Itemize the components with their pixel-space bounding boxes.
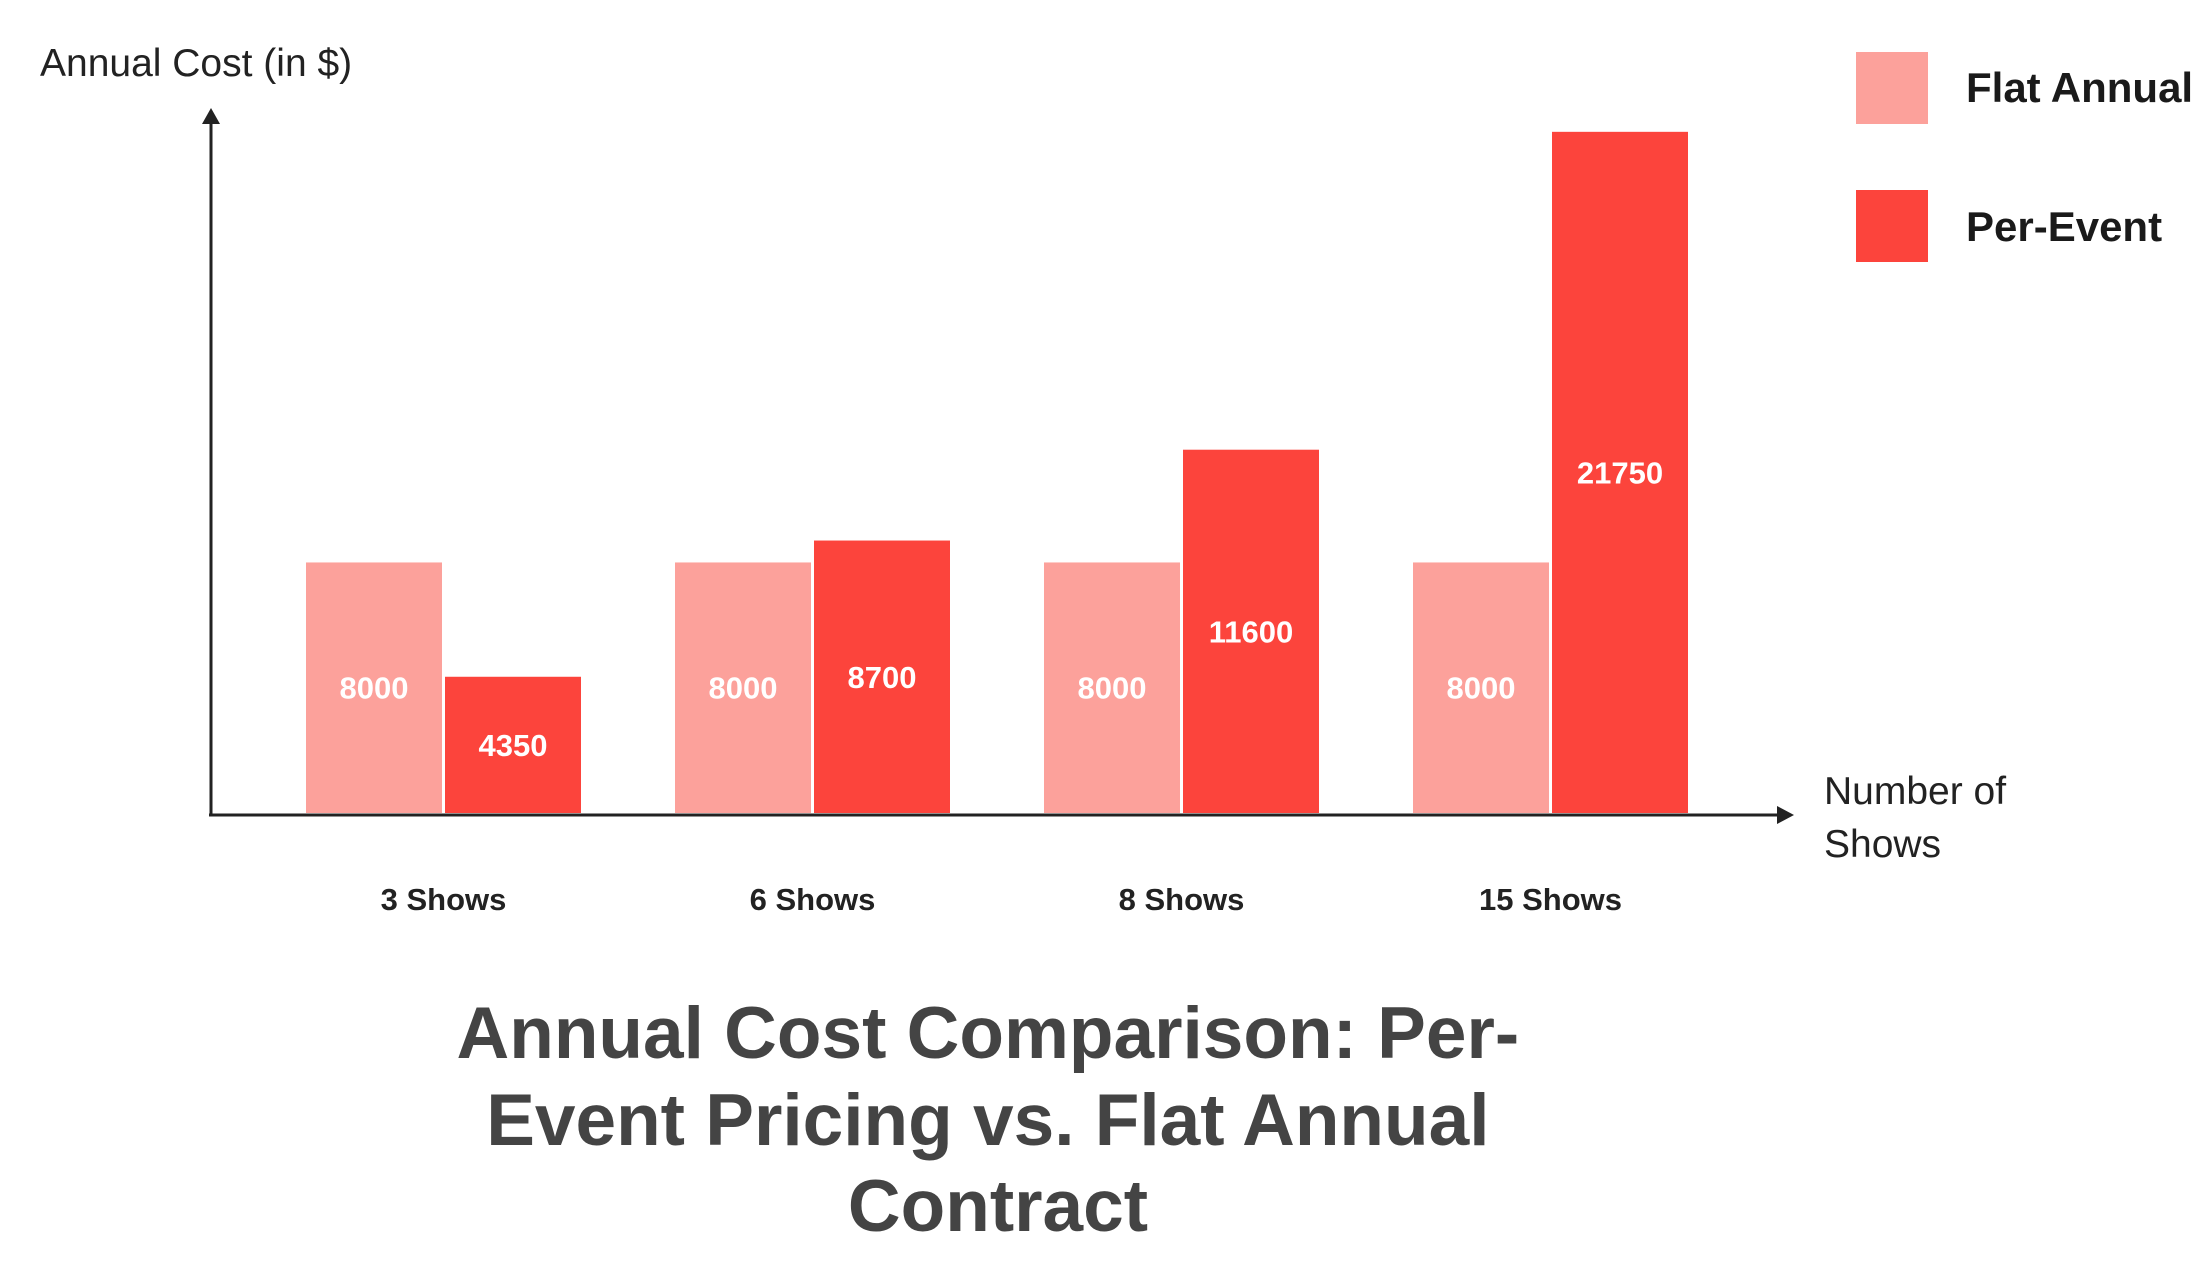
legend: Flat Annual Per-Event	[1856, 52, 2193, 262]
category-label-8-shows: 8 Shows	[1119, 882, 1245, 917]
bar-per-event-15-shows	[1552, 131, 1688, 814]
chart-title-line: Contract	[848, 1166, 1148, 1247]
data-label-flat-annual-6-shows: 8000	[709, 671, 778, 706]
chart-title-line: Event Pricing vs. Flat Annual	[486, 1080, 1489, 1161]
chart-title-line: Annual Cost Comparison: Per-	[457, 993, 1520, 1074]
bar-flat-annual-8-shows	[1044, 562, 1180, 813]
data-label-flat-annual-8-shows: 8000	[1078, 671, 1147, 706]
bar-per-event-3-shows	[445, 676, 581, 813]
bar-per-event-8-shows	[1183, 449, 1319, 813]
y-axis-title: Annual Cost (in $)	[40, 42, 352, 85]
bar-flat-annual-15-shows	[1413, 562, 1549, 813]
data-label-per-event-6-shows: 8700	[848, 660, 917, 695]
data-label-per-event-3-shows: 4350	[479, 728, 548, 763]
category-label-3-shows: 3 Shows	[381, 882, 507, 917]
x-axis-arrow	[1777, 806, 1794, 824]
bar-flat-annual-3-shows	[306, 562, 442, 813]
bar-per-event-6-shows	[814, 540, 950, 813]
bars-group: 8000 4350 8000 8700 8000 11600 8000 21750	[306, 131, 1688, 814]
chart-title: Annual Cost Comparison: Per- Event Prici…	[457, 993, 1540, 1247]
category-labels-group: 3 Shows 6 Shows 8 Shows 15 Shows	[381, 882, 1622, 917]
legend-label-flat-annual: Flat Annual	[1966, 64, 2193, 111]
x-axis-title: Number of Shows	[1824, 770, 2017, 866]
x-axis-title-line: Shows	[1824, 823, 1941, 866]
category-label-6-shows: 6 Shows	[750, 882, 876, 917]
data-label-per-event-15-shows: 21750	[1577, 455, 1663, 490]
data-label-per-event-8-shows: 11600	[1209, 614, 1294, 649]
y-axis-arrow	[202, 108, 220, 124]
bar-flat-annual-6-shows	[675, 562, 811, 813]
legend-swatch-flat-annual	[1856, 52, 1928, 124]
legend-label-per-event: Per-Event	[1966, 203, 2162, 250]
data-label-flat-annual-15-shows: 8000	[1447, 671, 1516, 706]
category-label-15-shows: 15 Shows	[1479, 882, 1622, 917]
legend-swatch-per-event	[1856, 190, 1928, 262]
x-axis-title-line: Number of	[1824, 770, 2006, 813]
data-label-flat-annual-3-shows: 8000	[340, 671, 409, 706]
